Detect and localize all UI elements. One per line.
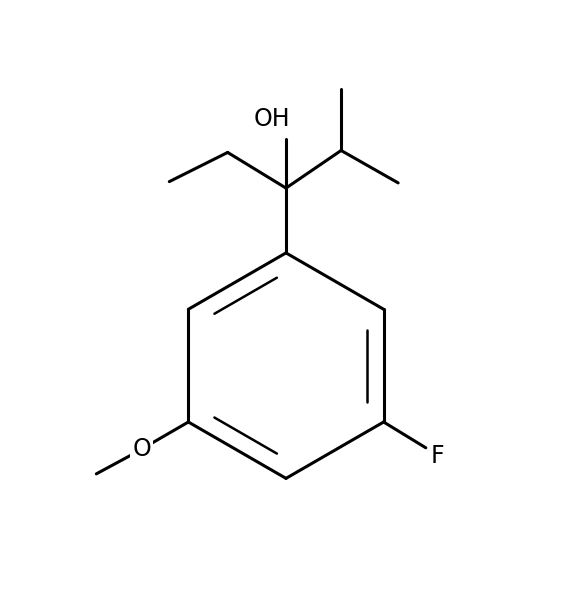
Text: F: F	[430, 443, 444, 468]
Text: O: O	[132, 437, 151, 461]
Text: OH: OH	[253, 107, 290, 131]
